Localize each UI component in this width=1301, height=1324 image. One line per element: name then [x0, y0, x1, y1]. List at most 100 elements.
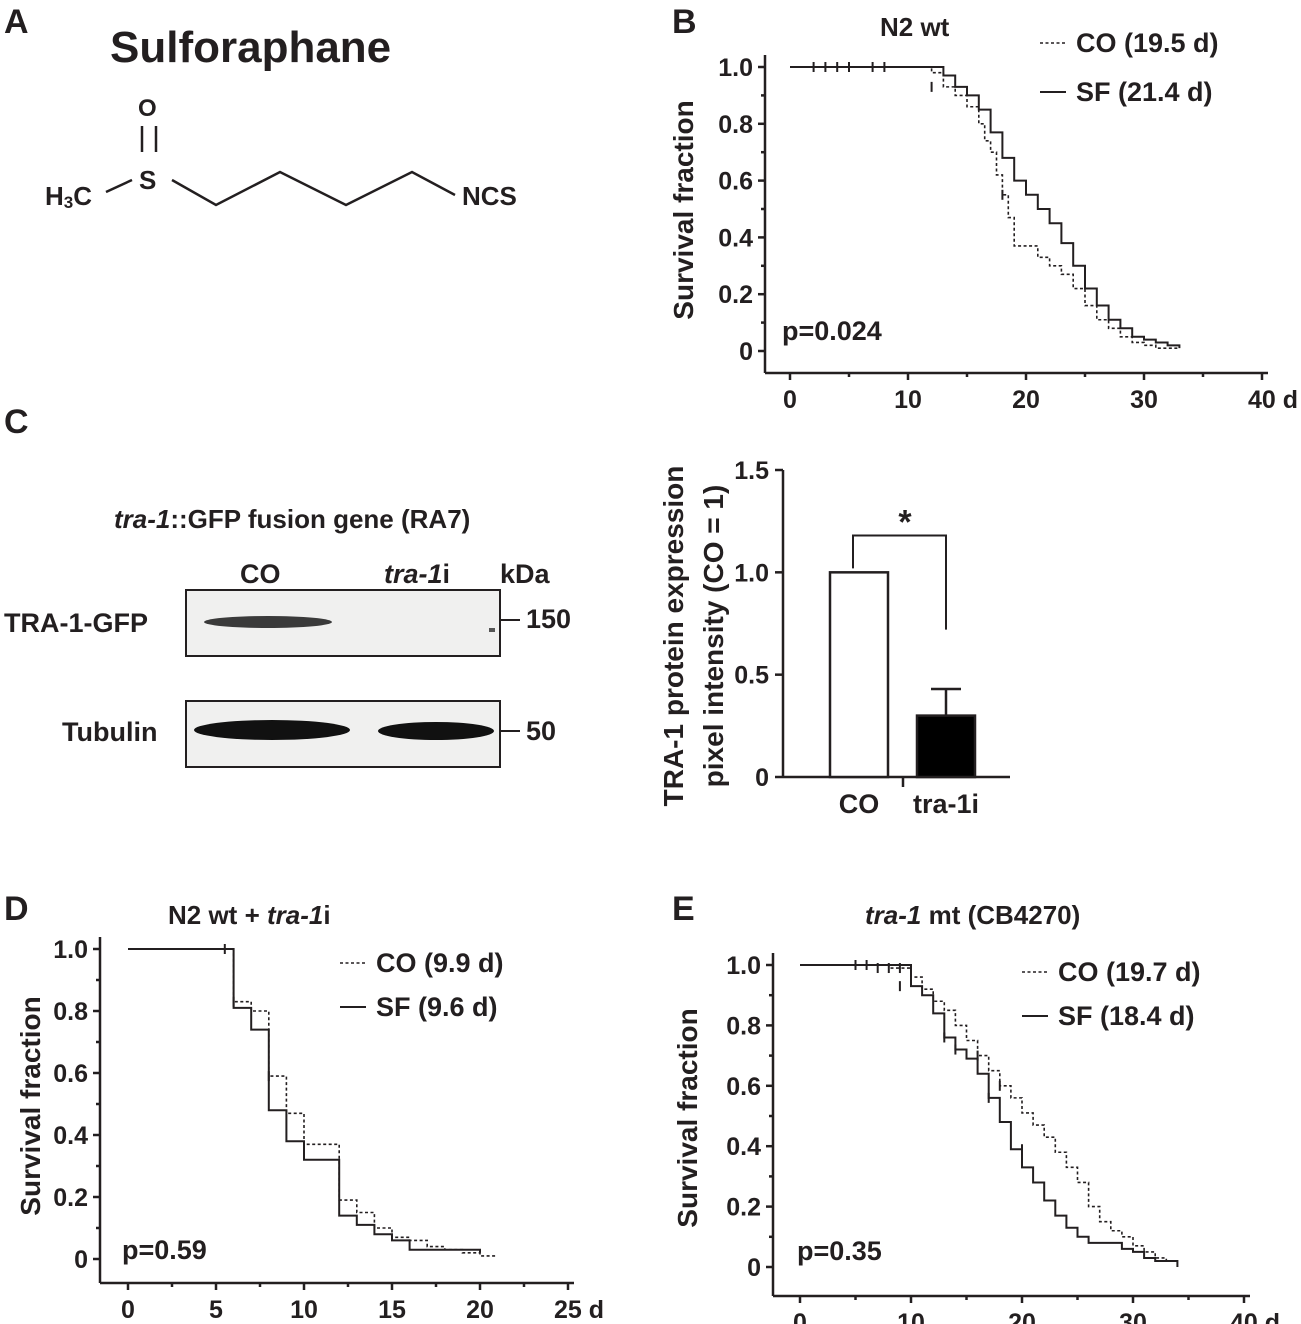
- chart-d-survival: N2 wt + tra-1i 0 0.2 0.4 0.6 0.8 1.0 0 5 10 15 20 25…: [15, 900, 604, 1324]
- x-tick-label: 30: [1119, 1309, 1147, 1324]
- isothiocyanate-group: NCS: [462, 181, 517, 211]
- row-label-tra1gfp: TRA-1-GFP: [4, 608, 148, 638]
- western-blot: tra-1::GFP fusion gene (RA7) CO tra-1i k…: [4, 504, 571, 768]
- blot-membrane-tra1gfp: [185, 589, 501, 657]
- band-tubulin-co: [194, 720, 350, 740]
- sulforaphane-structure: O S H3C NCS: [45, 95, 517, 212]
- x-tick-label: 10: [897, 1309, 925, 1324]
- y-axis-label-line1: TRA-1 protein expression: [658, 466, 689, 807]
- y-tick-label: 0: [74, 1246, 88, 1274]
- chart-title-gene: tra-1: [267, 900, 323, 930]
- x-tick-label: 30: [1130, 386, 1158, 414]
- band-tubulin-tra1i: [378, 722, 494, 740]
- panel-label-e: E: [672, 890, 695, 928]
- chart-b-survival: N2 wt 0 0.2 0.4 0.6 0.8 1.0 0 10 20 30 40 d Survival…: [668, 12, 1298, 414]
- methyl-group: H3C: [45, 181, 92, 212]
- chart-title: N2 wt: [880, 12, 950, 42]
- y-tick-label: 0.2: [718, 281, 753, 309]
- methyl-h: H: [45, 181, 64, 211]
- x-tick-label: CO: [839, 789, 880, 819]
- x-tick-label: 0: [793, 1309, 807, 1324]
- survival-curve-co: [790, 66, 1180, 349]
- chart-title-gene: tra-1: [865, 900, 921, 930]
- y-tick-label: 0.4: [726, 1133, 761, 1161]
- atom-oxygen: O: [138, 95, 157, 122]
- blot-title: tra-1::GFP fusion gene (RA7): [114, 504, 470, 534]
- carbon-chain: [171, 170, 456, 207]
- y-tick-label: 0.4: [718, 224, 753, 252]
- x-tick-label: 40 d: [1230, 1309, 1280, 1324]
- y-tick-label: 0: [739, 338, 753, 366]
- survival-curve-sf: [800, 964, 1179, 1267]
- kda-label: kDa: [500, 559, 551, 589]
- significance-bracket: [852, 534, 947, 630]
- p-value: p=0.35: [797, 1236, 882, 1266]
- panel-label-d: D: [4, 890, 29, 928]
- bar-tra1i: [915, 714, 977, 779]
- legend-label-sf: SF (21.4 d): [1076, 77, 1213, 107]
- legend-label-co: CO (19.5 d): [1076, 28, 1219, 58]
- chart-title-text: N2 wt +: [168, 900, 267, 930]
- panel-label-c: C: [4, 403, 29, 441]
- y-tick-label: 0: [747, 1254, 761, 1282]
- y-tick-label: 0.2: [726, 1194, 761, 1222]
- x-tick-label: 20: [466, 1296, 494, 1324]
- x-tick-label: 20: [1008, 1309, 1036, 1324]
- blot-title-rest: ::GFP fusion gene (RA7): [170, 504, 470, 534]
- survival-curve-sf: [790, 66, 1181, 349]
- y-tick-label: 0: [755, 764, 769, 792]
- p-value: p=0.024: [782, 316, 882, 346]
- chart-title: tra-1 mt (CB4270): [865, 900, 1080, 930]
- y-tick-label: 0.5: [734, 662, 769, 690]
- y-axis-label-line2: pixel intensity (CO = 1): [698, 485, 729, 788]
- y-tick-label: 1.0: [726, 952, 761, 980]
- chart-title-text: N2 wt: [880, 12, 950, 42]
- chart-title-text: mt (CB4270): [921, 900, 1080, 930]
- row-label-tubulin: Tubulin: [62, 717, 157, 747]
- lane-label-tra1i: tra-1i: [384, 559, 450, 589]
- y-tick-label: 1.0: [734, 559, 769, 587]
- bar-co: [828, 571, 890, 779]
- bond-methyl-s: [105, 178, 133, 194]
- methyl-subscript: 3: [64, 193, 73, 212]
- legend-label-sf: SF (18.4 d): [1058, 1001, 1195, 1031]
- blot-marker-spot: [489, 628, 495, 632]
- p-value: p=0.59: [122, 1235, 207, 1265]
- methyl-c: C: [73, 181, 92, 211]
- atom-sulfur: S: [139, 165, 156, 195]
- panel-label-b: B: [672, 3, 697, 41]
- y-tick-label: 1.0: [53, 936, 88, 964]
- x-tick-label: 0: [121, 1296, 135, 1324]
- y-tick-label: 0.8: [53, 998, 88, 1026]
- x-tick-label: 10: [894, 386, 922, 414]
- x-tick-label: 5: [209, 1296, 223, 1324]
- panel-label-a: A: [4, 3, 29, 41]
- survival-curve-co: [800, 964, 1178, 1262]
- band-tra1gfp-co: [204, 616, 332, 628]
- y-tick-label: 0.2: [53, 1184, 88, 1212]
- legend-label-co: CO (19.7 d): [1058, 957, 1201, 987]
- y-tick-label: 0.8: [726, 1012, 761, 1040]
- y-axis-label: Survival fraction: [15, 996, 46, 1215]
- lane-label-tra1i-suffix: i: [443, 559, 451, 589]
- y-tick-label: 0.4: [53, 1122, 88, 1150]
- x-tick-label: 20: [1012, 386, 1040, 414]
- marker-50: 50: [526, 716, 556, 746]
- blot-title-gene: tra-1: [114, 504, 170, 534]
- x-tick-label: 15: [378, 1296, 406, 1324]
- lane-label-co: CO: [240, 559, 281, 589]
- y-tick-label: 0.8: [718, 111, 753, 139]
- y-tick-label: 1.5: [734, 457, 769, 485]
- x-tick-label: 40 d: [1248, 386, 1298, 414]
- legend-label-co: CO (9.9 d): [376, 948, 504, 978]
- marker-150: 150: [526, 604, 571, 634]
- x-tick-label: 10: [290, 1296, 318, 1324]
- chart-e-survival: tra-1 mt (CB4270) 0 0.2 0.4 0.6 0.8 1.0 0 10 20 30…: [672, 900, 1280, 1324]
- chart-title: N2 wt + tra-1i: [168, 900, 331, 930]
- x-tick-label: 0: [783, 386, 797, 414]
- survival-curve-sf: [128, 948, 481, 1253]
- y-tick-label: 0.6: [726, 1073, 761, 1101]
- y-tick-label: 0.6: [53, 1060, 88, 1088]
- lane-label-tra1i-gene: tra-1: [384, 559, 443, 589]
